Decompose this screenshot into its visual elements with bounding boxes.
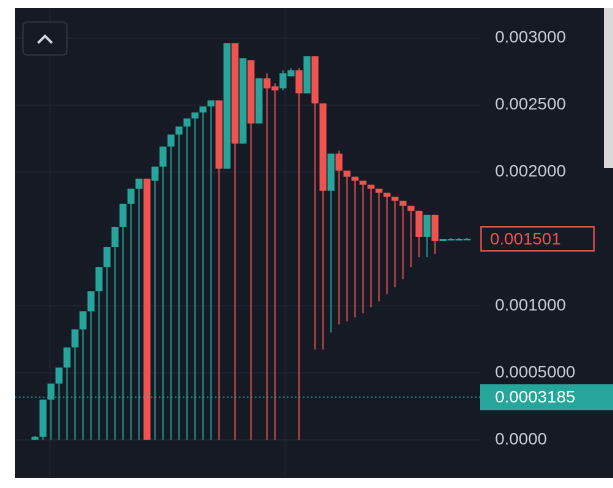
y-tick-label: 0.002500: [495, 95, 566, 114]
candle-body: [111, 226, 119, 248]
candle-body: [215, 100, 223, 169]
candle-body: [343, 170, 351, 177]
candle-body: [231, 43, 239, 144]
candle-body: [159, 146, 167, 167]
y-tick-label: 0.0000: [495, 429, 547, 448]
side-panel-edge: [604, 8, 613, 168]
candle-body: [247, 60, 255, 124]
candle-body: [279, 73, 287, 89]
candle-body: [127, 188, 135, 204]
candle-body: [191, 112, 199, 119]
candle-body: [255, 78, 263, 124]
candle-body: [263, 78, 271, 89]
candle-body: [399, 200, 407, 206]
candle-body: [303, 56, 311, 94]
candle-body: [95, 267, 103, 292]
candle-body: [207, 100, 215, 107]
candle-body: [311, 56, 319, 104]
candle-body: [151, 166, 159, 181]
candle-body: [239, 58, 247, 144]
candle-body: [407, 205, 415, 211]
candle-body: [135, 178, 143, 189]
candle-body: [31, 436, 39, 440]
candle-body: [63, 347, 71, 368]
candle-body: [383, 192, 391, 197]
y-tick-label: 0.003000: [495, 28, 566, 47]
candle-body: [415, 210, 423, 237]
candle-body: [319, 103, 327, 191]
price-line-badge: [480, 384, 613, 411]
y-tick-label: 0.001000: [495, 295, 566, 314]
candle-body: [55, 367, 63, 384]
candle-body: [167, 134, 175, 147]
candle-body: [455, 238, 463, 241]
collapse-button[interactable]: [22, 21, 68, 56]
candle-body: [143, 178, 151, 440]
candle-body: [431, 214, 439, 241]
candle-body: [335, 153, 343, 171]
candle-body: [39, 399, 47, 437]
candle-body: [439, 238, 447, 241]
candle-body: [287, 70, 295, 77]
button-frame[interactable]: [22, 21, 68, 56]
candle-body: [359, 180, 367, 185]
candle-body: [463, 238, 471, 241]
candle-body: [351, 176, 359, 181]
y-tick-label: 0.0005000: [495, 362, 575, 381]
candle-body: [79, 311, 87, 330]
axis: 0.0000 0.0005000 0.001000 0.002000 0.002500 0…: [480, 28, 613, 448]
chevron-up-icon[interactable]: [37, 34, 53, 44]
candle-body: [375, 188, 383, 193]
grid: [15, 37, 480, 441]
candle-body: [87, 291, 95, 312]
last-price-label: 0.001501: [490, 229, 561, 248]
candle-body: [327, 153, 335, 191]
candle-body: [271, 86, 279, 91]
candle-body: [223, 43, 231, 169]
candle-body: [295, 70, 303, 94]
candle-body: [71, 329, 79, 348]
candle-body: [119, 203, 127, 227]
candle-body: [47, 383, 55, 400]
candle-body: [423, 214, 431, 237]
y-tick-label: 0.002000: [495, 162, 566, 181]
candle-body: [447, 238, 455, 241]
candle-body: [103, 247, 111, 268]
candles: [15, 43, 480, 440]
candle-body: [175, 126, 183, 135]
candle-body: [391, 196, 399, 201]
candle-body: [183, 118, 191, 127]
last-price-badge: [480, 226, 595, 252]
candle-body: [367, 184, 375, 189]
price-line-label: 0.0003185: [495, 388, 575, 407]
candle-body: [199, 106, 207, 113]
